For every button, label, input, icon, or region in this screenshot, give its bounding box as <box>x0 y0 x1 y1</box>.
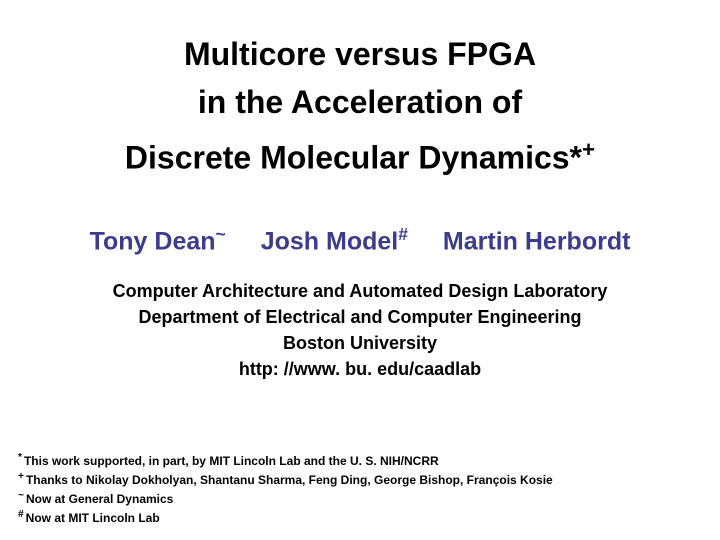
title-line-2: in the Acceleration of <box>36 78 684 126</box>
title-line-3-sup: + <box>582 137 595 162</box>
author-3: Martin Herbordt <box>443 224 631 256</box>
authors-block: Tony Dean~ Josh Model# Martin Herbordt <box>36 224 684 256</box>
footnote-2: +Thanks to Nikolay Dokholyan, Shantanu S… <box>18 469 553 488</box>
author-2: Josh Model# <box>261 224 408 256</box>
footnote-4-text: Now at MIT Lincoln Lab <box>26 511 160 525</box>
affil-line-4: http: //www. bu. edu/caadlab <box>36 356 684 382</box>
footnote-1: *This work supported, in part, by MIT Li… <box>18 450 553 469</box>
footnote-1-mark: * <box>18 452 22 463</box>
footnote-1-text: This work supported, in part, by MIT Lin… <box>24 454 439 468</box>
affiliation-block: Computer Architecture and Automated Desi… <box>36 278 684 382</box>
footnote-3: ~Now at General Dynamics <box>18 488 553 507</box>
footnote-4: #Now at MIT Lincoln Lab <box>18 507 553 526</box>
author-1-mark: ~ <box>216 224 226 244</box>
footnote-2-text: Thanks to Nikolay Dokholyan, Shantanu Sh… <box>26 473 553 487</box>
title-block: Multicore versus FPGA in the Acceleratio… <box>36 30 684 182</box>
title-line-3: Discrete Molecular Dynamics*+ <box>36 126 684 182</box>
footnote-2-mark: + <box>18 471 24 482</box>
affil-line-2: Department of Electrical and Computer En… <box>36 304 684 330</box>
title-line-3-text: Discrete Molecular Dynamics* <box>125 140 582 176</box>
title-line-1: Multicore versus FPGA <box>36 30 684 78</box>
author-3-name: Martin Herbordt <box>443 227 631 255</box>
author-2-mark: # <box>398 224 408 244</box>
affil-line-3: Boston University <box>36 330 684 356</box>
author-1: Tony Dean~ <box>90 224 226 256</box>
footnote-3-mark: ~ <box>18 490 24 501</box>
affil-line-1: Computer Architecture and Automated Desi… <box>36 278 684 304</box>
slide: Multicore versus FPGA in the Acceleratio… <box>0 0 720 540</box>
author-2-name: Josh Model <box>261 227 399 255</box>
author-1-name: Tony Dean <box>90 227 216 255</box>
footnotes-block: *This work supported, in part, by MIT Li… <box>18 450 553 526</box>
footnote-3-text: Now at General Dynamics <box>26 492 173 506</box>
footnote-4-mark: # <box>18 509 24 520</box>
